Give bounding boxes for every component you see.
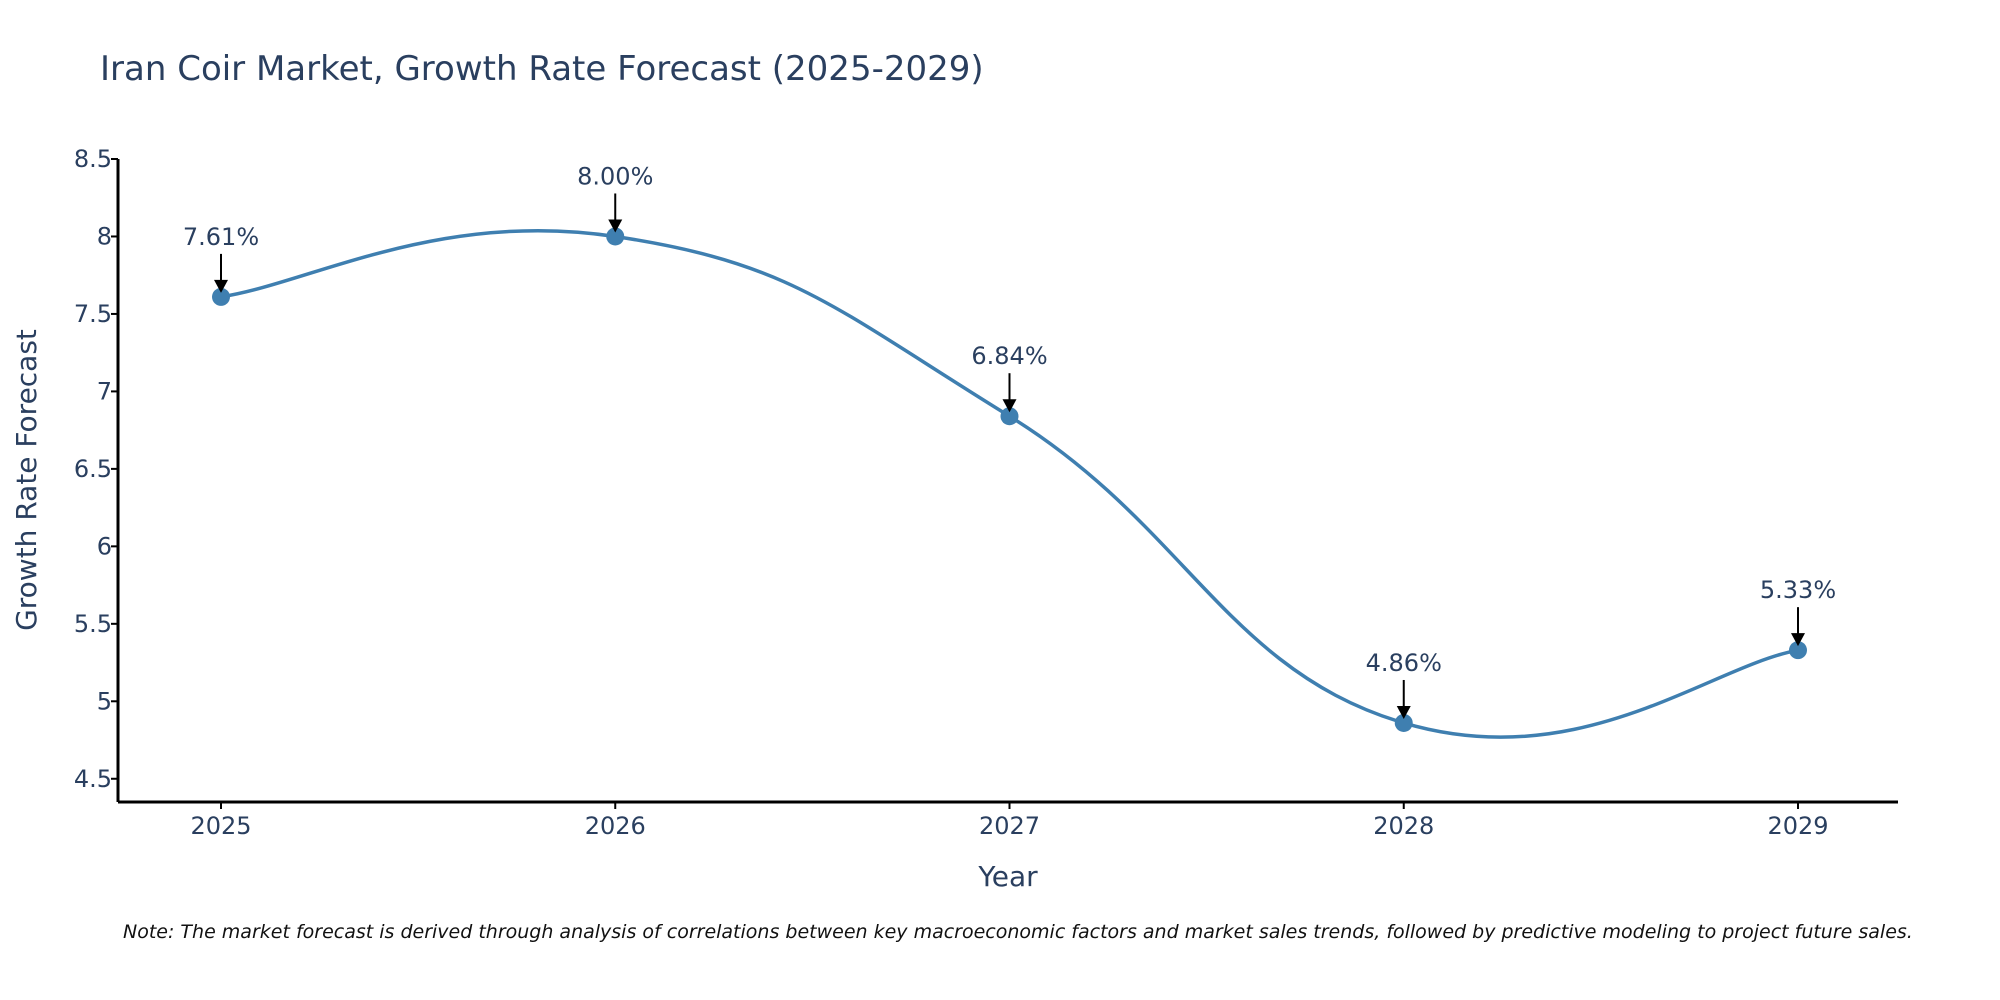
y-tick-label: 7.5 — [74, 300, 112, 328]
data-label: 8.00% — [577, 162, 653, 190]
data-label-group: 8.00% — [577, 162, 653, 233]
x-tick-label: 2026 — [585, 812, 646, 840]
y-tick-label: 4.5 — [74, 765, 112, 793]
data-point — [606, 227, 625, 246]
annotation-arrowhead — [214, 279, 228, 293]
annotation-arrowhead — [1396, 705, 1411, 719]
data-label: 5.33% — [1760, 576, 1836, 604]
y-tick-label: 8.5 — [74, 145, 112, 173]
data-label: 7.61% — [183, 223, 259, 251]
data-label: 6.84% — [971, 342, 1047, 370]
data-label-group: 4.86% — [1366, 649, 1442, 719]
data-label: 4.86% — [1366, 649, 1442, 677]
annotation-arrowhead — [608, 219, 623, 233]
footnote: Note: The market forecast is derived thr… — [123, 921, 1913, 943]
data-point — [1394, 713, 1413, 732]
y-tick-label: 5.5 — [74, 610, 112, 638]
data-annotations: 7.61% 8.00% 6.84% 4.86% 5.33% — [183, 162, 1836, 719]
data-label-group: 6.84% — [971, 342, 1048, 413]
x-tick-label: 2028 — [1373, 812, 1434, 840]
data-label-group: 7.61% — [183, 223, 259, 293]
series-line — [220, 228, 1799, 739]
x-axis-ticks: 2025 2026 2027 2028 2029 — [190, 802, 1829, 840]
data-point — [1000, 407, 1019, 426]
x-tick-label: 2029 — [1767, 812, 1828, 840]
data-markers — [212, 227, 1807, 732]
x-tick-label: 2027 — [979, 812, 1040, 840]
data-point — [212, 287, 230, 306]
data-point — [1789, 641, 1807, 660]
y-tick-label: 8 — [97, 222, 112, 250]
y-tick-label: 5 — [97, 687, 112, 715]
chart-title: Iran Coir Market, Growth Rate Forecast (… — [100, 49, 984, 89]
y-axis-ticks: 4.5 5 5.5 6 6.5 7 7.5 8 8.5 — [74, 145, 118, 793]
y-tick-label: 6.5 — [74, 455, 112, 483]
y-axis-title: Growth Rate Forecast — [10, 329, 43, 631]
x-axis-title: Year — [977, 860, 1038, 893]
y-tick-label: 7 — [97, 377, 112, 405]
y-tick-label: 6 — [97, 532, 112, 560]
data-label-group: 5.33% — [1760, 576, 1836, 647]
x-tick-label: 2025 — [190, 812, 251, 840]
annotation-arrowhead — [1002, 399, 1017, 413]
annotation-arrowhead — [1791, 633, 1805, 647]
